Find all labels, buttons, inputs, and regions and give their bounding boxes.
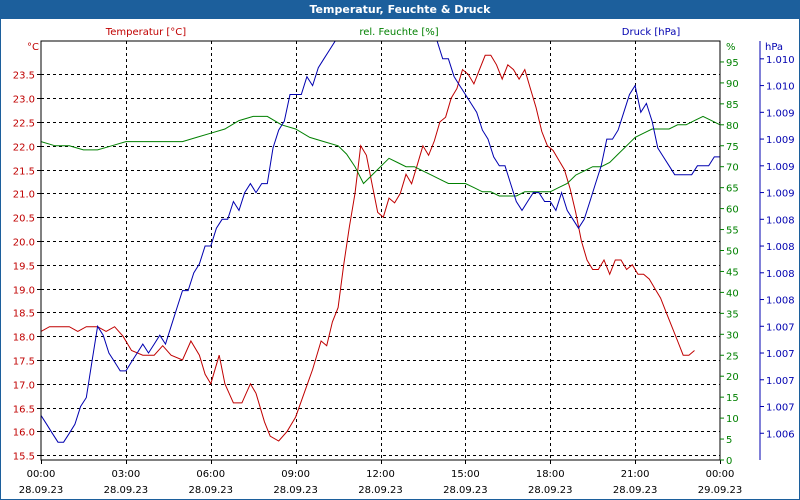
x-tick-label-date: 28.09.23 [358,485,403,496]
temperature-tick-label: 17.0 [13,381,35,392]
temperature-tick-label: 20.5 [13,214,35,225]
pressure-tick-label: 1.009 [766,162,795,173]
x-tick-label-date: 28.09.23 [613,485,658,496]
x-tick-label-date: 29.09.23 [698,485,743,496]
series-line-humidity [41,115,720,197]
humidity-tick-label: 20 [726,372,739,383]
humidity-tick-label: 0 [726,456,732,467]
legend-humidity: rel. Feuchte [%] [359,27,438,38]
temperature-tick-label: 16.5 [13,405,35,416]
temperature-tick-label: 18.0 [13,333,35,344]
x-tick-label-time: 15:00 [451,469,480,480]
humidity-tick-label: 85 [726,100,739,111]
x-tick-label-date: 28.09.23 [528,485,573,496]
pressure-tick-label: 1.009 [766,135,795,146]
temperature-tick-label: 22.0 [13,143,35,154]
humidity-tick-label: 40 [726,288,739,299]
humidity-tick-label: 55 [726,226,739,237]
pressure-tick-label: 1.007 [766,403,795,414]
x-tick-label-time: 18:00 [536,469,565,480]
legend-temperature: Temperatur [°C] [105,27,186,38]
temperature-unit: °C [27,42,39,53]
series-group [41,41,720,443]
temperature-tick-label: 15.5 [13,452,35,463]
temperature-tick-label: 23.5 [13,71,35,82]
legend-pressure: Druck [hPa] [622,27,681,38]
pressure-tick-label: 1.009 [766,108,795,119]
humidity-tick-label: 65 [726,184,739,195]
humidity-tick-label: 35 [726,309,739,320]
temperature-tick-label: 17.5 [13,357,35,368]
pressure-tick-label: 1.009 [766,189,795,200]
temperature-tick-label: 23.0 [13,95,35,106]
labels-group: 00:00 28.09.23 03:00 28.09.23 06:00 28.09.23 0… [13,27,795,496]
x-tick-label-time: 09:00 [281,469,310,480]
temperature-tick-label: 20.0 [13,238,35,249]
pressure-tick-label: 1.007 [766,349,795,360]
humidity-tick-label: 45 [726,267,739,278]
humidity-tick-label: 5 [726,435,732,446]
x-tick-label-time: 21:00 [621,469,650,480]
chart-grid [41,41,720,460]
temperature-tick-label: 21.0 [13,190,35,201]
humidity-unit: % [726,42,736,53]
series-line-pressure [41,41,720,443]
chart-title: Temperatur, Feuchte & Druck [1,1,799,19]
temperature-tick-label: 19.0 [13,286,35,297]
x-tick-label-time: 03:00 [111,469,140,480]
x-tick-label-date: 28.09.23 [19,485,64,496]
humidity-tick-label: 15 [726,393,739,404]
x-tick-label-date: 28.09.23 [273,485,318,496]
humidity-tick-label: 70 [726,163,739,174]
humidity-tick-label: 90 [726,79,739,90]
pressure-tick-label: 1.007 [766,376,795,387]
pressure-tick-label: 1.010 [766,55,795,66]
pressure-tick-label: 1.007 [766,322,795,333]
temperature-tick-label: 19.5 [13,262,35,273]
pressure-tick-label: 1.006 [766,429,795,440]
x-tick-label-time: 00:00 [706,469,735,480]
pressure-unit: hPa [765,42,783,53]
humidity-tick-label: 95 [726,58,739,69]
humidity-tick-label: 10 [726,414,739,425]
humidity-tick-label: 50 [726,247,739,258]
temperature-tick-label: 16.0 [13,428,35,439]
temperature-tick-label: 21.5 [13,167,35,178]
x-tick-label-time: 12:00 [366,469,395,480]
pressure-tick-label: 1.008 [766,242,795,253]
x-tick-label-date: 28.09.23 [104,485,149,496]
humidity-tick-label: 25 [726,351,739,362]
x-tick-label-date: 28.09.23 [443,485,488,496]
x-tick-label-time: 00:00 [27,469,56,480]
pressure-tick-label: 1.008 [766,296,795,307]
x-tick-label-date: 28.09.23 [188,485,233,496]
series-line-temperature [41,54,695,442]
humidity-tick-label: 30 [726,330,739,341]
humidity-tick-label: 60 [726,205,739,216]
pressure-tick-label: 1.010 [766,82,795,93]
temperature-tick-label: 22.5 [13,119,35,130]
x-tick-label-time: 06:00 [196,469,225,480]
pressure-tick-label: 1.008 [766,269,795,280]
temperature-tick-label: 18.5 [13,309,35,320]
pressure-tick-label: 1.008 [766,215,795,226]
axes-group [37,40,764,464]
humidity-tick-label: 75 [726,142,739,153]
humidity-tick-label: 80 [726,121,739,132]
plot-border [40,40,721,461]
